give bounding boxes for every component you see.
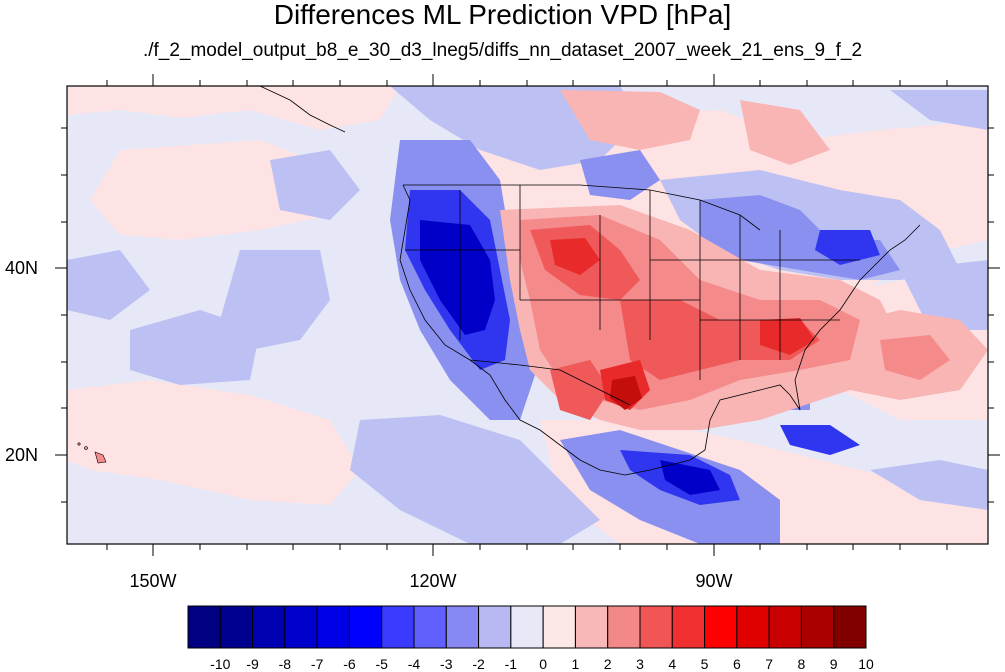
plot-subtitle: ./f_2_model_output_b8_e_30_d3_lneg5/diff… — [142, 40, 863, 61]
colorbar-swatch — [704, 605, 738, 649]
colorbar-swatch — [252, 605, 286, 649]
deep-blue-areas — [420, 220, 720, 495]
lat-ticks — [55, 127, 1000, 503]
colorbar-swatch — [510, 605, 544, 649]
colorbar-swatch — [800, 605, 835, 649]
colorbar-swatch — [413, 605, 447, 649]
colorbar-swatch — [768, 605, 802, 649]
colorbar-label: -7 — [310, 656, 324, 672]
colorbar-label: 5 — [700, 656, 709, 672]
coastlines-and-borders — [399, 184, 921, 476]
colorbar-swatch — [478, 605, 512, 649]
colorbar-swatch — [736, 605, 770, 649]
colorbar-swatch — [316, 605, 350, 649]
colorbar-swatch — [671, 605, 706, 649]
colorbar-label: -10 — [210, 656, 231, 672]
colorbar-label: 3 — [636, 656, 644, 672]
colorbar-label: -9 — [246, 656, 259, 672]
colorbar-label: -2 — [472, 656, 485, 672]
lon-label-90w: 90W — [695, 571, 733, 591]
hawaii-islands — [77, 442, 107, 464]
colorbar-swatch — [284, 605, 318, 649]
red-areas-5 — [610, 376, 642, 410]
colorbar-label: 10 — [858, 656, 874, 672]
colorbar-label: 4 — [668, 656, 677, 672]
colorbar-swatch — [574, 605, 609, 649]
colorbar-swatch — [348, 605, 383, 649]
colorbar-swatch — [187, 605, 221, 649]
colorbar-label: 1 — [571, 656, 580, 672]
colorbar-swatch — [542, 605, 576, 649]
lat-label-20n: 20N — [4, 445, 38, 465]
colorbar-label: 6 — [732, 656, 741, 672]
lon-label-150w: 150W — [129, 571, 177, 591]
colorbar-label: 8 — [797, 656, 806, 672]
colorbar-label: -8 — [278, 656, 292, 672]
colorbar-swatch — [219, 605, 254, 649]
colorbar-label: -1 — [504, 656, 518, 672]
lat-label-40n: 40N — [4, 258, 38, 278]
field-layer — [67, 86, 988, 544]
colorbar-swatch — [833, 605, 867, 649]
lon-ticks — [106, 74, 948, 556]
colorbar-swatch — [639, 605, 673, 649]
colorbar-label: -5 — [375, 656, 388, 672]
colorbar-label: 0 — [539, 656, 548, 672]
colorbar-swatch — [445, 605, 480, 649]
colorbar-label: 9 — [829, 656, 838, 672]
colorbar-label: -3 — [440, 656, 453, 672]
colorbar-swatch — [381, 605, 415, 649]
colorbar-label: -6 — [343, 656, 356, 672]
colorbar-label: -4 — [407, 656, 421, 672]
lon-label-120w: 120W — [409, 571, 457, 591]
alaska-coast — [259, 86, 346, 133]
colorbar-swatch — [607, 605, 641, 649]
colorbar-label: 7 — [765, 656, 774, 672]
colorbar-label: 2 — [603, 656, 612, 672]
plot-title: Differences ML Prediction VPD [hPa] — [273, 0, 732, 30]
